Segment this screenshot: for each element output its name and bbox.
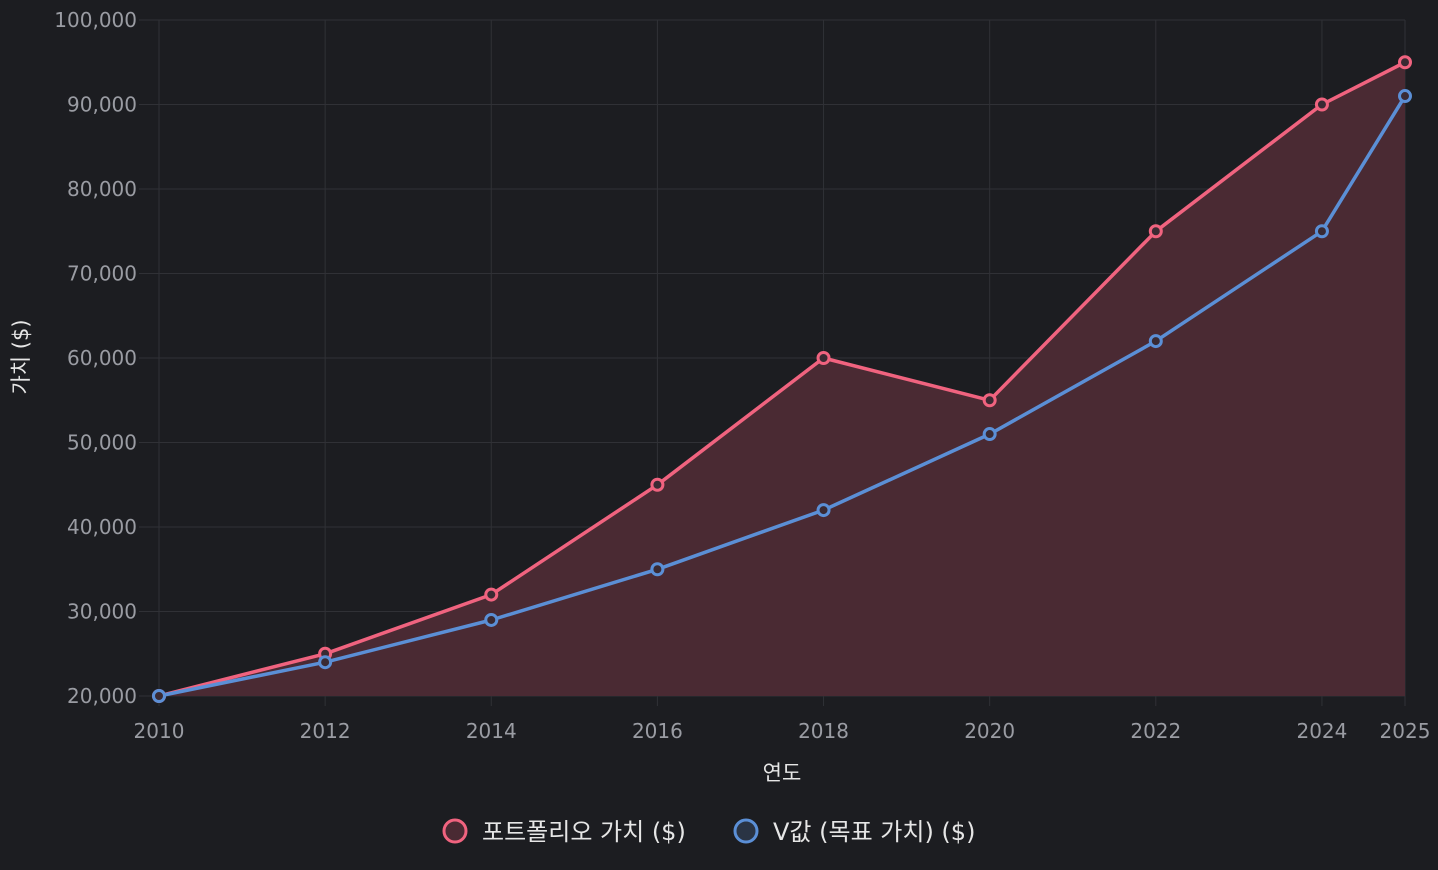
legend-item-target[interactable]: V값 (목표 가치) ($) — [733, 818, 975, 846]
x-tick-label: 2022 — [1130, 719, 1181, 743]
legend: 포트폴리오 가치 ($) V값 (목표 가치) ($) — [442, 818, 975, 846]
data-point[interactable] — [982, 427, 997, 442]
y-tick-label: 90,000 — [67, 93, 137, 117]
y-tick-label: 30,000 — [67, 600, 137, 624]
data-point[interactable] — [650, 562, 665, 577]
y-tick-label: 100,000 — [54, 8, 137, 32]
data-point[interactable] — [1398, 55, 1412, 70]
x-tick-label: 2024 — [1296, 719, 1347, 743]
x-tick-label: 2016 — [632, 719, 683, 743]
legend-marker-portfolio — [442, 818, 468, 844]
y-tick-label: 70,000 — [67, 262, 137, 286]
data-point[interactable] — [484, 612, 499, 627]
x-axis-title: 연도 — [763, 761, 802, 785]
data-point[interactable] — [152, 689, 166, 703]
area-fills — [159, 62, 1405, 697]
y-tick-label: 20,000 — [67, 684, 137, 708]
y-tick-label: 50,000 — [67, 431, 137, 455]
y-tick-label: 80,000 — [67, 177, 137, 201]
data-point[interactable] — [1148, 224, 1163, 239]
data-point[interactable] — [1314, 224, 1329, 239]
data-point[interactable] — [1314, 97, 1329, 112]
x-tick-label: 2010 — [134, 719, 185, 743]
x-tick-label: 2018 — [798, 719, 849, 743]
x-tick-label: 2020 — [964, 719, 1015, 743]
data-point[interactable] — [816, 351, 831, 365]
data-point[interactable] — [982, 393, 997, 408]
x-tick-label: 2012 — [300, 719, 351, 743]
x-tick-label: 2025 — [1380, 719, 1431, 743]
legend-label-target: V값 (목표 가치) ($) — [773, 818, 975, 846]
data-point[interactable] — [318, 655, 333, 670]
data-point[interactable] — [650, 477, 665, 492]
legend-item-portfolio[interactable]: 포트폴리오 가치 ($) — [442, 818, 686, 846]
data-point[interactable] — [1398, 89, 1412, 104]
series-area-fill-0 — [159, 62, 1405, 697]
data-point[interactable] — [1148, 334, 1163, 349]
y-tick-label: 60,000 — [67, 346, 137, 370]
legend-label-portfolio: 포트폴리오 가치 ($) — [482, 818, 686, 846]
data-point[interactable] — [816, 503, 831, 518]
x-tick-label: 2014 — [466, 719, 517, 743]
legend-marker-target — [733, 818, 759, 844]
data-point[interactable] — [484, 587, 499, 602]
tick-labels: 20,000 30,000 40,000 50,000 60,000 70,000 80,0… — [54, 8, 1430, 743]
data-points — [152, 55, 1412, 703]
y-tick-label: 40,000 — [67, 515, 137, 539]
y-axis-title: 가치 ($) — [9, 319, 33, 394]
